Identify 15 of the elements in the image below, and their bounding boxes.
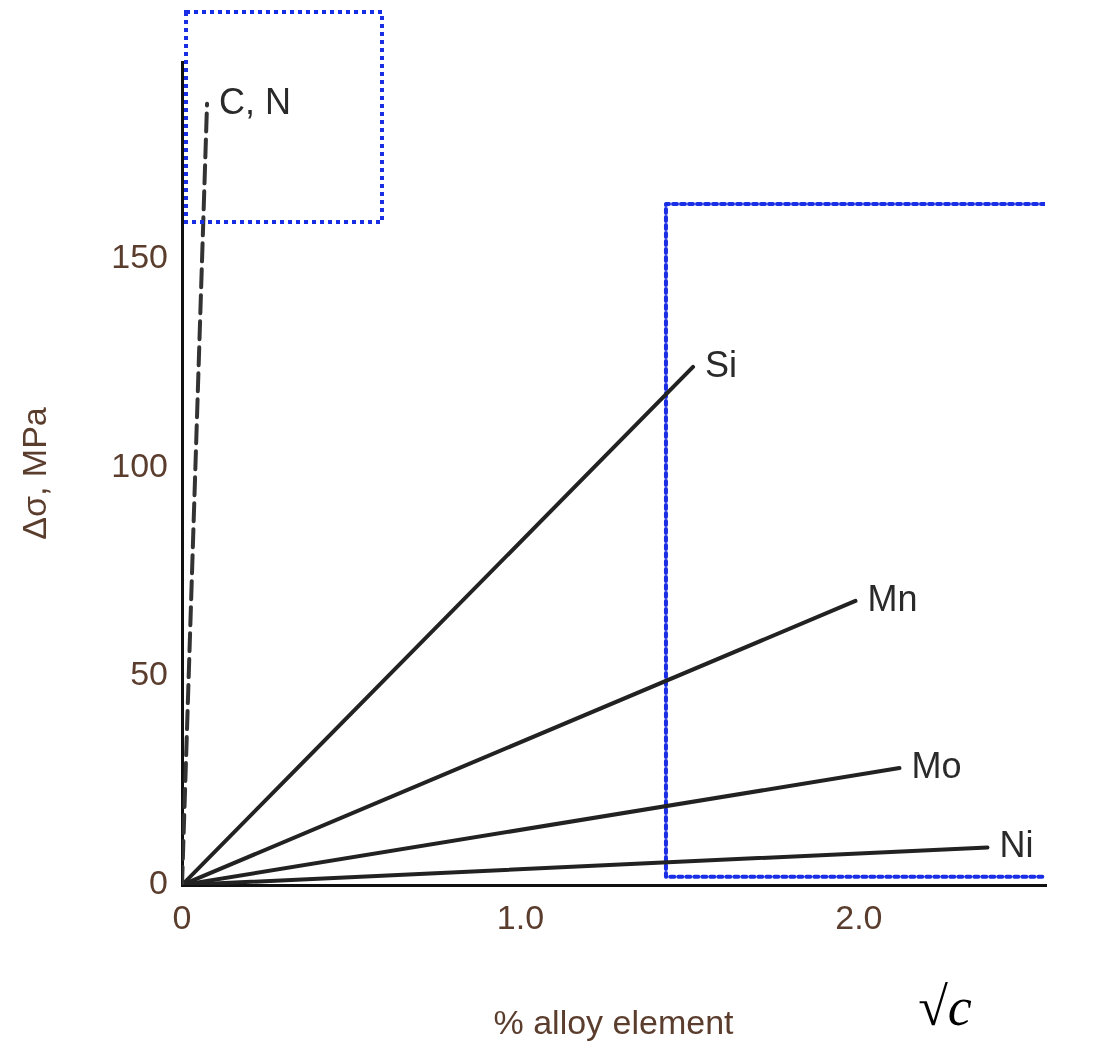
x-tick-label: 2.0 [835, 897, 883, 936]
series-label: Si [705, 343, 738, 385]
y-axis-title: Δσ, MPa [14, 407, 53, 540]
series-label: Mo [911, 744, 962, 786]
y-tick-label: 0 [149, 863, 168, 902]
y-tick-label: 100 [111, 445, 168, 484]
x-tick-label: 1.0 [496, 897, 545, 936]
series-label: Mn [867, 577, 918, 619]
text: √c [918, 977, 972, 1037]
y-tick-label: 150 [111, 236, 168, 275]
y-tick-label: 50 [130, 654, 168, 693]
series-label: Ni [999, 824, 1034, 866]
x-tick-label: 0 [172, 897, 192, 936]
series-label: C, N [219, 80, 292, 122]
x-axis-title: % alloy element [493, 1002, 735, 1041]
